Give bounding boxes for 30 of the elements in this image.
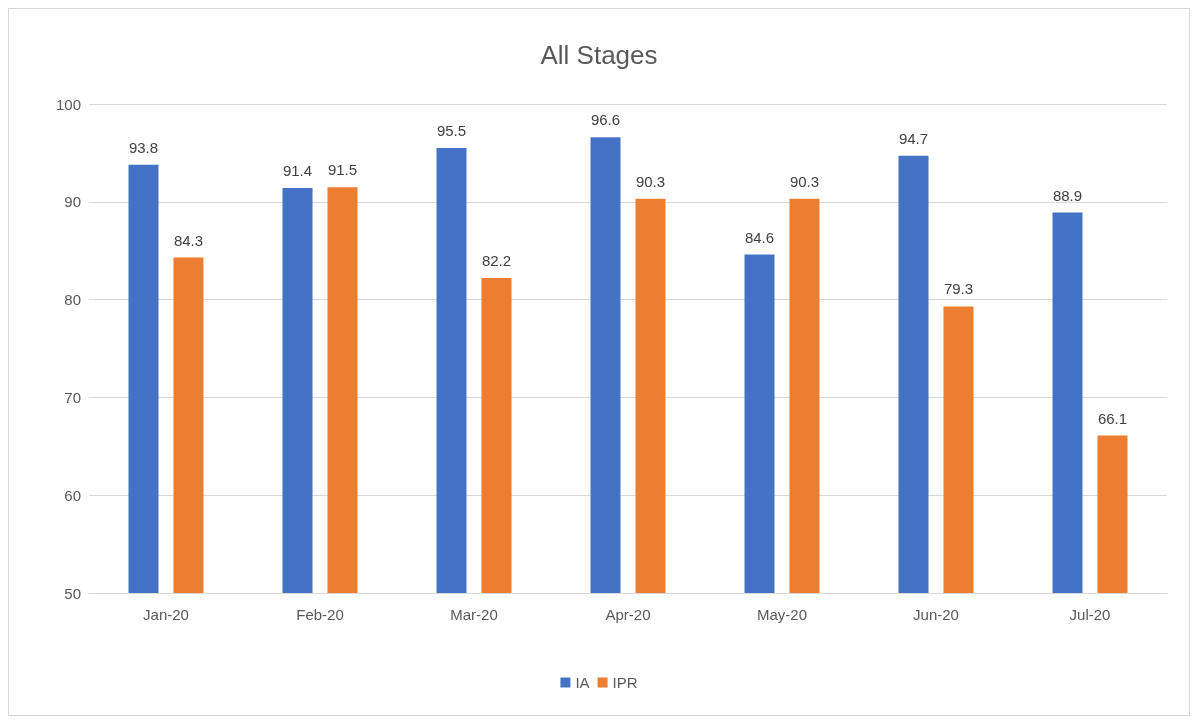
x-tick-label: May-20 bbox=[756, 606, 808, 623]
data-label: 88.9 bbox=[1052, 186, 1083, 204]
data-label: 93.8 bbox=[128, 138, 159, 156]
data-label: 79.3 bbox=[943, 280, 974, 298]
x-tick-label: Mar-20 bbox=[450, 606, 498, 623]
y-tick-label: 90 bbox=[64, 193, 81, 211]
x-tick-label: Jan-20 bbox=[143, 606, 189, 623]
y-tick-label: 50 bbox=[64, 584, 81, 602]
x-tick-label: Jul-20 bbox=[1069, 606, 1111, 623]
data-label: 91.4 bbox=[282, 162, 313, 180]
x-tick-label: Feb-20 bbox=[296, 606, 344, 623]
y-tick-label: 80 bbox=[64, 291, 81, 309]
data-label: 94.7 bbox=[898, 129, 929, 147]
data-label: 84.3 bbox=[173, 231, 204, 249]
data-label: 66.1 bbox=[1097, 409, 1128, 427]
data-label: 90.3 bbox=[635, 172, 666, 190]
x-tick-label: Apr-20 bbox=[605, 606, 651, 623]
y-tick-label: 60 bbox=[64, 486, 81, 504]
y-tick-label: 100 bbox=[55, 95, 81, 113]
data-label: 95.5 bbox=[436, 122, 467, 140]
data-label: 96.6 bbox=[590, 111, 621, 129]
data-label: 91.5 bbox=[327, 161, 358, 179]
chart-title: All Stages bbox=[540, 40, 658, 70]
data-label: 82.2 bbox=[481, 252, 512, 270]
legend-label: IA bbox=[575, 674, 590, 691]
legend-label: IPR bbox=[612, 674, 638, 691]
y-tick-label: 70 bbox=[64, 388, 81, 406]
data-label: 90.3 bbox=[789, 172, 820, 190]
x-tick-label: Jun-20 bbox=[913, 606, 959, 623]
data-label: 84.6 bbox=[744, 228, 775, 246]
